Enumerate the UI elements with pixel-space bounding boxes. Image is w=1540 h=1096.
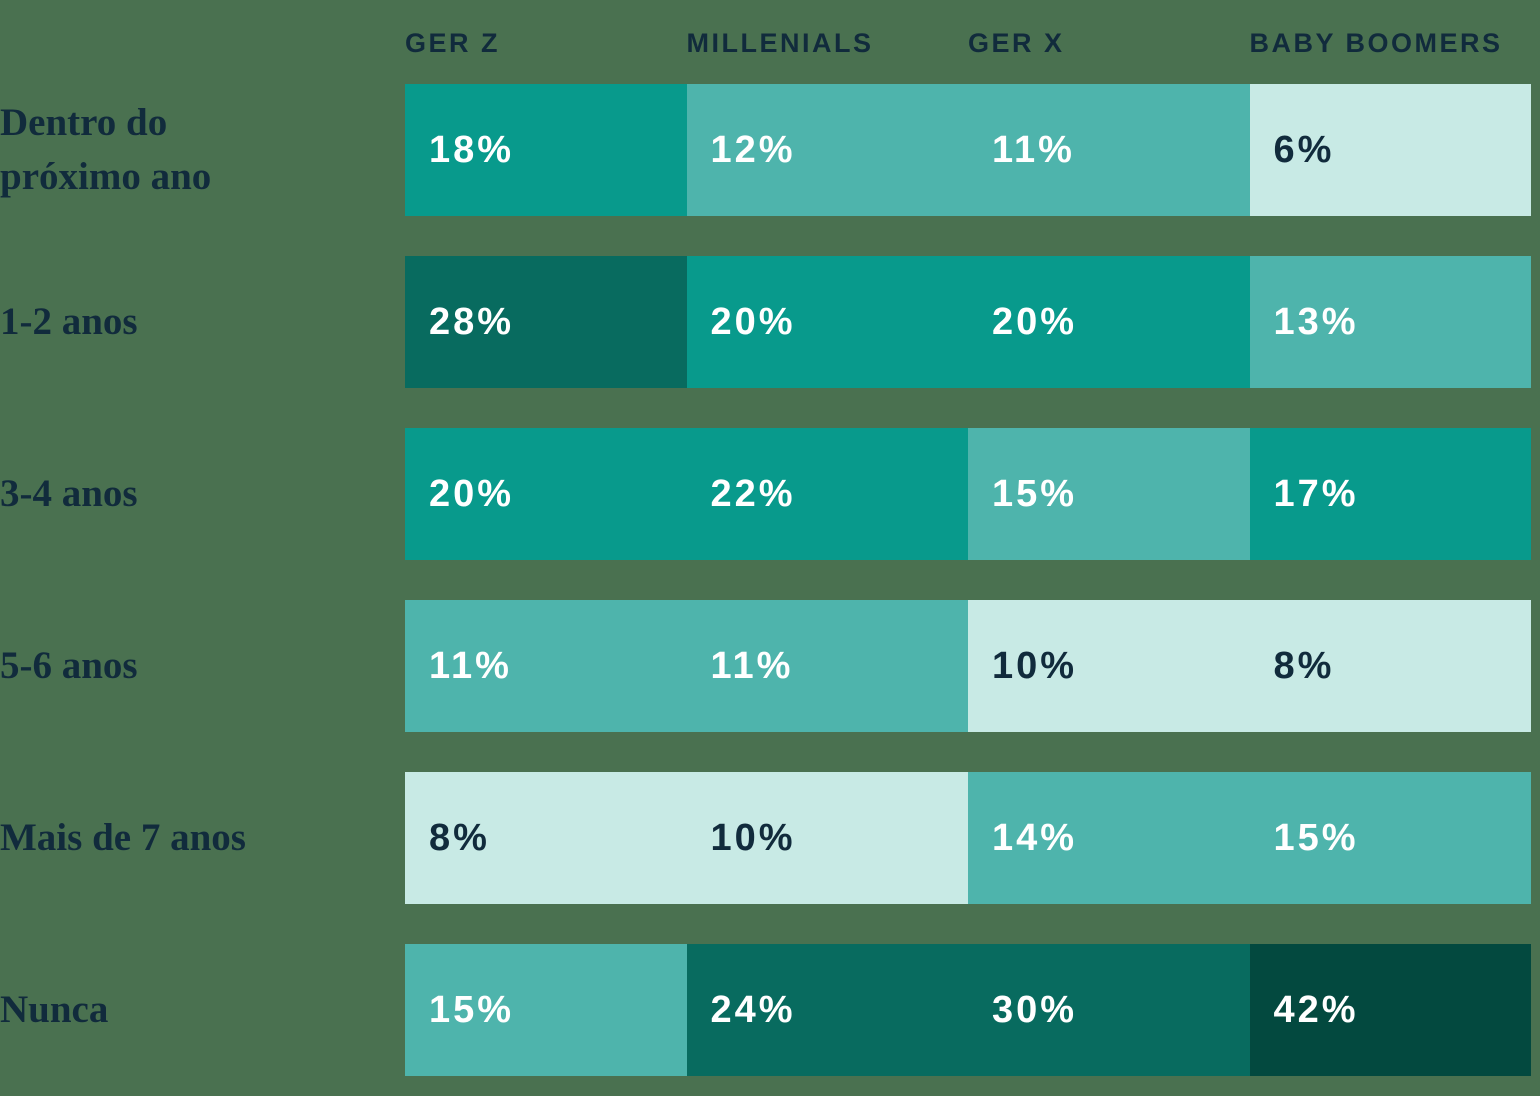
heatmap-cell: 11%	[405, 600, 687, 732]
row-cells: 28% 20% 20% 13%	[405, 256, 1531, 388]
cell-value: 15%	[1273, 816, 1359, 859]
table-row: Nunca 15% 24% 30% 42%	[0, 944, 1531, 1076]
cell-value: 20%	[992, 300, 1078, 343]
cell-value: 14%	[992, 816, 1078, 859]
cell-value: 30%	[992, 988, 1078, 1031]
table-row: 1-2 anos 28% 20% 20% 13%	[0, 256, 1531, 388]
cell-value: 15%	[429, 988, 515, 1031]
row-label: 5-6 anos	[0, 644, 138, 688]
heatmap-cell: 42%	[1249, 944, 1531, 1076]
cell-value: 10%	[710, 816, 796, 859]
heatmap-cell: 11%	[686, 600, 968, 732]
column-header-millenials: MILLENIALS	[686, 28, 874, 58]
cell-value: 20%	[429, 472, 515, 515]
heatmap-table: Dentro do próximo ano 18% 12% 11% 6% 1-2…	[0, 84, 1531, 1076]
row-cells: 20% 22% 15% 17%	[405, 428, 1531, 560]
row-label: 1-2 anos	[0, 300, 138, 344]
table-row: Mais de 7 anos 8% 10% 14% 15%	[0, 772, 1531, 904]
cell-value: 18%	[429, 128, 515, 171]
heatmap-cell: 10%	[686, 772, 968, 904]
table-row: 3-4 anos 20% 22% 15% 17%	[0, 428, 1531, 560]
row-cells: 15% 24% 30% 42%	[405, 944, 1531, 1076]
heatmap-cell: 30%	[968, 944, 1250, 1076]
heatmap-cell: 20%	[968, 256, 1250, 388]
row-cells: 11% 11% 10% 8%	[405, 600, 1531, 732]
heatmap-cell: 24%	[686, 944, 968, 1076]
heatmap-cell: 13%	[1249, 256, 1531, 388]
cell-value: 24%	[710, 988, 796, 1031]
heatmap-cell: 15%	[1249, 772, 1531, 904]
cell-value: 12%	[710, 128, 796, 171]
cell-value: 11%	[992, 128, 1075, 171]
row-cells: 18% 12% 11% 6%	[405, 84, 1531, 216]
heatmap-cell: 20%	[405, 428, 687, 560]
column-header-baby-boomers: BABY BOOMERS	[1249, 28, 1503, 58]
column-header-ger-z: GER Z	[405, 28, 501, 58]
heatmap-cell: 8%	[1249, 600, 1531, 732]
table-row: 5-6 anos 11% 11% 10% 8%	[0, 600, 1531, 732]
cell-value: 10%	[992, 644, 1078, 687]
row-label: Nunca	[0, 988, 109, 1032]
row-cells: 8% 10% 14% 15%	[405, 772, 1531, 904]
column-header-ger-x: GER X	[968, 28, 1065, 58]
cell-value: 22%	[710, 472, 796, 515]
cell-value: 42%	[1273, 988, 1359, 1031]
cell-value: 17%	[1273, 472, 1359, 515]
table-row: Dentro do próximo ano 18% 12% 11% 6%	[0, 84, 1531, 216]
cell-value: 6%	[1273, 128, 1335, 171]
column-headers: GER Z MILLENIALS GER X BABY BOOMERS	[405, 28, 1531, 58]
cell-value: 8%	[429, 816, 490, 859]
heatmap-cell: 22%	[686, 428, 968, 560]
heatmap-cell: 6%	[1249, 84, 1531, 216]
heatmap-cell: 15%	[968, 428, 1250, 560]
heatmap-cell: 17%	[1249, 428, 1531, 560]
heatmap-cell: 12%	[686, 84, 968, 216]
heatmap-cell: 14%	[968, 772, 1250, 904]
heatmap-cell: 11%	[968, 84, 1250, 216]
cell-value: 11%	[429, 644, 512, 687]
cell-value: 28%	[429, 300, 515, 343]
heatmap-cell: 15%	[405, 944, 687, 1076]
heatmap-cell: 20%	[686, 256, 968, 388]
heatmap-cell: 28%	[405, 256, 687, 388]
cell-value: 20%	[710, 300, 796, 343]
heatmap-cell: 8%	[405, 772, 687, 904]
heatmap-cell: 10%	[968, 600, 1250, 732]
cell-value: 13%	[1273, 300, 1359, 343]
cell-value: 11%	[710, 644, 794, 687]
heatmap-cell: 18%	[405, 84, 687, 216]
row-label: Mais de 7 anos	[0, 816, 246, 860]
cell-value: 15%	[992, 472, 1078, 515]
row-label: Dentro do próximo ano	[0, 101, 212, 198]
row-label: 3-4 anos	[0, 472, 138, 516]
cell-value: 8%	[1273, 644, 1335, 687]
